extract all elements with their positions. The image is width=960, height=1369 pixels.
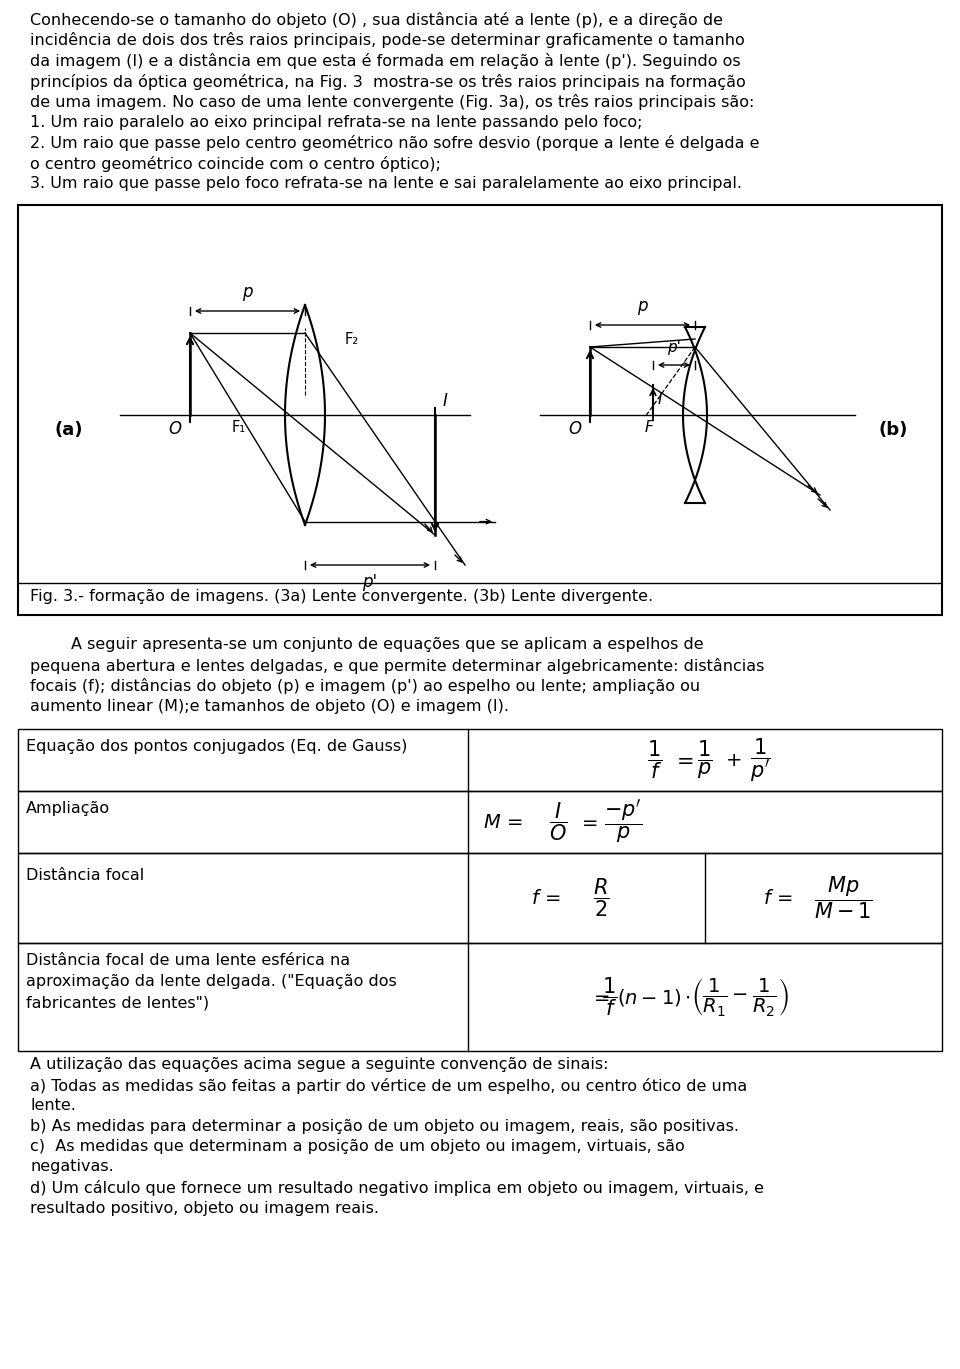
Text: o centro geométrico coincide com o centro óptico);: o centro geométrico coincide com o centr… xyxy=(30,156,441,171)
Text: aumento linear (M);e tamanhos de objeto (O) e imagem (I).: aumento linear (M);e tamanhos de objeto … xyxy=(30,698,509,713)
Text: p': p' xyxy=(667,340,681,355)
Text: a) Todas as medidas são feitas a partir do vértice de um espelho, ou centro ótic: a) Todas as medidas são feitas a partir … xyxy=(30,1077,747,1094)
Text: focais (f); distâncias do objeto (p) e imagem (p') ao espelho ou lente; ampliaçã: focais (f); distâncias do objeto (p) e i… xyxy=(30,678,700,694)
Text: fabricantes de lentes"): fabricantes de lentes") xyxy=(26,995,209,1010)
Text: $=$: $=$ xyxy=(672,750,694,769)
Text: Distância focal: Distância focal xyxy=(26,868,144,883)
Text: $f\,=\,$: $f\,=\,$ xyxy=(763,888,794,908)
Text: 2. Um raio que passe pelo centro geométrico não sofre desvio (porque a lente é d: 2. Um raio que passe pelo centro geométr… xyxy=(30,136,759,151)
Text: F: F xyxy=(645,420,654,435)
Text: $\dfrac{1}{p'}$: $\dfrac{1}{p'}$ xyxy=(750,737,771,783)
Text: $M\,=\,$: $M\,=\,$ xyxy=(483,812,523,831)
Text: F₂: F₂ xyxy=(345,333,359,346)
Text: O: O xyxy=(568,420,581,438)
Text: $\dfrac{1}{f}$: $\dfrac{1}{f}$ xyxy=(647,739,662,782)
Text: $\left(\dfrac{1}{R_1}-\dfrac{1}{R_2}\right)$: $\left(\dfrac{1}{R_1}-\dfrac{1}{R_2}\rig… xyxy=(691,976,789,1019)
Text: $f\,=\,$: $f\,=\,$ xyxy=(531,888,562,908)
Text: de uma imagem. No caso de uma lente convergente (Fig. 3a), os três raios princip: de uma imagem. No caso de uma lente conv… xyxy=(30,94,755,110)
Text: $=\,$: $=\,$ xyxy=(578,812,598,831)
Text: Distância focal de uma lente esférica na: Distância focal de uma lente esférica na xyxy=(26,953,350,968)
Text: O: O xyxy=(168,420,181,438)
Text: F₁: F₁ xyxy=(232,420,246,435)
Text: pequena abertura e lentes delgadas, e que permite determinar algebricamente: dis: pequena abertura e lentes delgadas, e qu… xyxy=(30,657,764,674)
Text: 1. Um raio paralelo ao eixo principal refrata-se na lente passando pelo foco;: 1. Um raio paralelo ao eixo principal re… xyxy=(30,115,642,130)
Text: $\dfrac{I}{O}$: $\dfrac{I}{O}$ xyxy=(549,801,567,843)
Text: p: p xyxy=(242,283,252,301)
Bar xyxy=(18,205,942,615)
Text: $+$: $+$ xyxy=(725,750,741,769)
Text: b) As medidas para determinar a posição de um objeto ou imagem, reais, são posit: b) As medidas para determinar a posição … xyxy=(30,1118,739,1134)
Bar xyxy=(18,791,942,853)
Text: Fig. 3.- formação de imagens. (3a) Lente convergente. (3b) Lente divergente.: Fig. 3.- formação de imagens. (3a) Lente… xyxy=(30,589,653,604)
Text: (b): (b) xyxy=(878,422,907,439)
Text: c)  As medidas que determinam a posição de um objeto ou imagem, virtuais, são: c) As medidas que determinam a posição d… xyxy=(30,1139,684,1154)
Text: $\dfrac{1}{f}$: $\dfrac{1}{f}$ xyxy=(602,976,617,1019)
Text: $\dfrac{R}{2}$: $\dfrac{R}{2}$ xyxy=(593,876,610,919)
Bar xyxy=(18,853,942,943)
Text: A seguir apresenta-se um conjunto de equações que se aplicam a espelhos de: A seguir apresenta-se um conjunto de equ… xyxy=(30,637,704,652)
Text: Equação dos pontos conjugados (Eq. de Gauss): Equação dos pontos conjugados (Eq. de Ga… xyxy=(26,739,407,754)
Text: p: p xyxy=(637,297,648,315)
Text: $=\,(n-1)\,{\cdot}$: $=\,(n-1)\,{\cdot}$ xyxy=(589,987,690,1008)
Bar xyxy=(18,730,942,791)
Text: $\dfrac{Mp}{M-1}$: $\dfrac{Mp}{M-1}$ xyxy=(814,875,873,921)
Text: I: I xyxy=(658,392,662,407)
Text: da imagem (I) e a distância em que esta é formada em relação à lente (p'). Segui: da imagem (I) e a distância em que esta … xyxy=(30,53,740,68)
Text: aproximação da lente delgada. ("Equação dos: aproximação da lente delgada. ("Equação … xyxy=(26,973,396,988)
Text: lente.: lente. xyxy=(30,1098,76,1113)
Text: (a): (a) xyxy=(55,422,84,439)
Text: d) Um cálculo que fornece um resultado negativo implica em objeto ou imagem, vir: d) Um cálculo que fornece um resultado n… xyxy=(30,1180,764,1197)
Text: resultado positivo, objeto ou imagem reais.: resultado positivo, objeto ou imagem rea… xyxy=(30,1201,379,1216)
Text: negativas.: negativas. xyxy=(30,1160,113,1175)
Text: p': p' xyxy=(363,574,377,591)
Text: incidência de dois dos três raios principais, pode-se determinar graficamente o : incidência de dois dos três raios princi… xyxy=(30,33,745,48)
Text: 3. Um raio que passe pelo foco refrata-se na lente e sai paralelamente ao eixo p: 3. Um raio que passe pelo foco refrata-s… xyxy=(30,177,742,192)
Bar xyxy=(18,943,942,1051)
Text: A utilização das equações acima segue a seguinte convenção de sinais:: A utilização das equações acima segue a … xyxy=(30,1057,609,1072)
Text: Conhecendo-se o tamanho do objeto (O) , sua distância até a lente (p), e a direç: Conhecendo-se o tamanho do objeto (O) , … xyxy=(30,12,723,27)
Text: $\dfrac{1}{p}$: $\dfrac{1}{p}$ xyxy=(697,739,712,782)
Text: $\dfrac{-p'}{p}$: $\dfrac{-p'}{p}$ xyxy=(604,798,642,846)
Text: princípios da óptica geométrica, na Fig. 3  mostra-se os três raios principais n: princípios da óptica geométrica, na Fig.… xyxy=(30,74,746,89)
Text: Ampliação: Ampliação xyxy=(26,801,110,816)
Text: I: I xyxy=(443,392,448,409)
